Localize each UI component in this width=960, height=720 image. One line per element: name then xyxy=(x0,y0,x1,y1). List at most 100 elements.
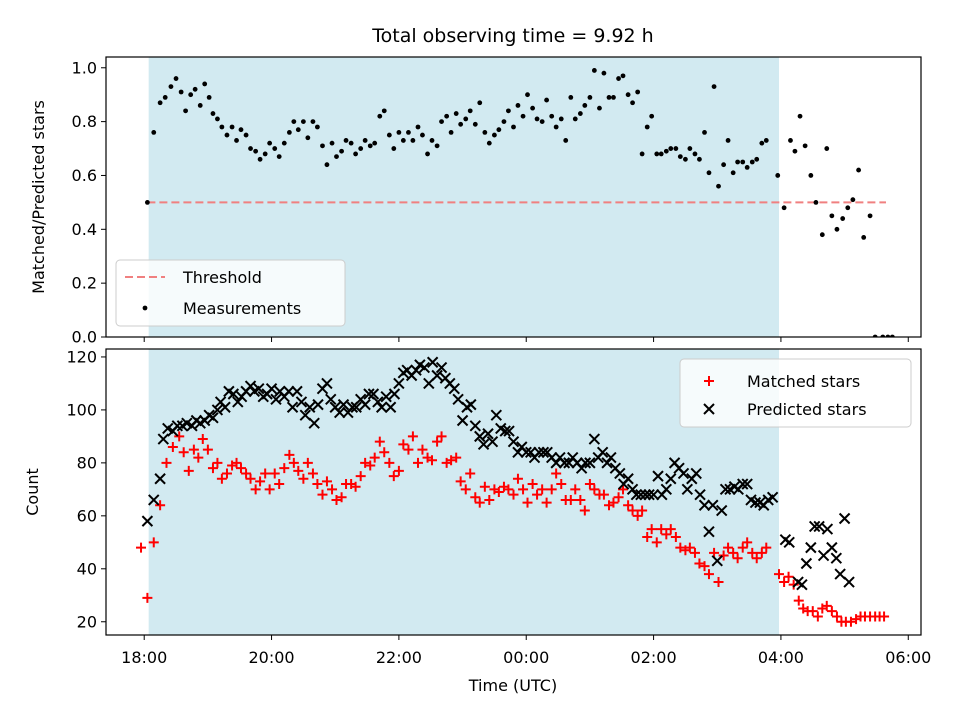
data-point xyxy=(698,499,711,511)
data-point xyxy=(689,547,700,558)
data-point xyxy=(522,497,533,508)
data-point xyxy=(558,116,564,122)
data-point xyxy=(826,541,838,554)
data-point xyxy=(359,398,371,411)
legend-matched-swatch xyxy=(704,376,714,386)
data-point xyxy=(308,417,320,429)
data-point xyxy=(474,430,486,443)
data-point xyxy=(427,455,437,466)
data-point xyxy=(749,159,755,165)
data-point xyxy=(723,542,734,553)
data-point xyxy=(800,557,813,570)
data-point xyxy=(677,467,690,480)
data-point xyxy=(154,473,166,485)
data-point xyxy=(283,385,295,398)
data-point xyxy=(360,457,371,468)
data-point xyxy=(388,471,399,482)
y-tick-label: 20 xyxy=(77,612,97,631)
data-point xyxy=(572,116,578,122)
data-point xyxy=(432,436,443,447)
data-point xyxy=(556,479,567,490)
data-point xyxy=(732,553,743,564)
data-point xyxy=(281,140,287,146)
data-point xyxy=(381,108,387,114)
data-point xyxy=(455,476,466,487)
data-point xyxy=(299,409,312,421)
data-point xyxy=(663,148,669,154)
data-point xyxy=(579,505,590,516)
data-point xyxy=(157,433,170,445)
data-point xyxy=(231,457,242,468)
data-point xyxy=(843,576,855,588)
legend-threshold-label: Threshold xyxy=(182,268,262,287)
data-point xyxy=(539,119,545,125)
data-point xyxy=(206,94,212,100)
ratio-y-axis-label: Matched/Predicted stars xyxy=(29,100,48,294)
data-point xyxy=(265,383,278,395)
data-point xyxy=(469,420,482,432)
data-point xyxy=(245,473,256,484)
data-point xyxy=(407,431,418,442)
data-point xyxy=(588,433,601,445)
data-point xyxy=(728,547,739,558)
data-point xyxy=(711,555,723,567)
data-point xyxy=(372,140,378,146)
data-point xyxy=(620,73,626,79)
data-point xyxy=(575,462,588,474)
counts-legend: Matched stars Predicted stars xyxy=(679,358,912,428)
data-point xyxy=(448,383,460,395)
data-point xyxy=(627,505,638,516)
data-point xyxy=(157,100,163,106)
data-point xyxy=(533,446,545,458)
data-point xyxy=(520,446,532,458)
data-point xyxy=(713,577,724,588)
data-point xyxy=(477,100,483,106)
data-point xyxy=(384,401,397,413)
data-point xyxy=(293,465,304,476)
data-point xyxy=(295,396,308,408)
data-point xyxy=(499,425,511,437)
data-point xyxy=(601,457,613,469)
data-point xyxy=(632,510,643,521)
data-point xyxy=(652,470,664,482)
data-point xyxy=(400,138,406,143)
y-tick-label: 0.8 xyxy=(72,112,97,131)
legend-box xyxy=(115,259,346,327)
data-point xyxy=(219,124,225,130)
data-point xyxy=(314,124,320,130)
data-point xyxy=(496,127,502,133)
data-point xyxy=(584,479,595,490)
observing-window-shade xyxy=(148,349,780,635)
data-point xyxy=(597,105,602,111)
data-point xyxy=(551,468,562,479)
counts-plot-area xyxy=(136,349,890,635)
legend-predicted-label: Predicted stars xyxy=(747,400,867,419)
data-point xyxy=(336,492,347,503)
chart-title: Total observing time = 9.92 h xyxy=(371,25,653,47)
data-point xyxy=(324,162,330,168)
data-point xyxy=(642,532,653,543)
data-point xyxy=(524,446,537,458)
data-point xyxy=(458,121,464,127)
data-point xyxy=(270,393,282,406)
data-point xyxy=(506,108,511,114)
data-point xyxy=(601,70,607,76)
data-point xyxy=(238,127,244,133)
data-point xyxy=(783,571,794,582)
data-point xyxy=(518,484,529,495)
data-point xyxy=(470,492,481,503)
data-point xyxy=(761,542,772,553)
data-point xyxy=(584,457,596,469)
data-point xyxy=(300,119,306,125)
data-point xyxy=(579,457,592,469)
data-point xyxy=(665,524,676,535)
data-point xyxy=(243,132,249,138)
data-point xyxy=(635,488,647,501)
data-point xyxy=(386,132,392,138)
data-point xyxy=(272,146,278,151)
data-point xyxy=(838,512,851,525)
data-point xyxy=(520,113,526,119)
data-point xyxy=(792,148,798,154)
data-point xyxy=(267,140,273,146)
data-point xyxy=(167,441,178,452)
